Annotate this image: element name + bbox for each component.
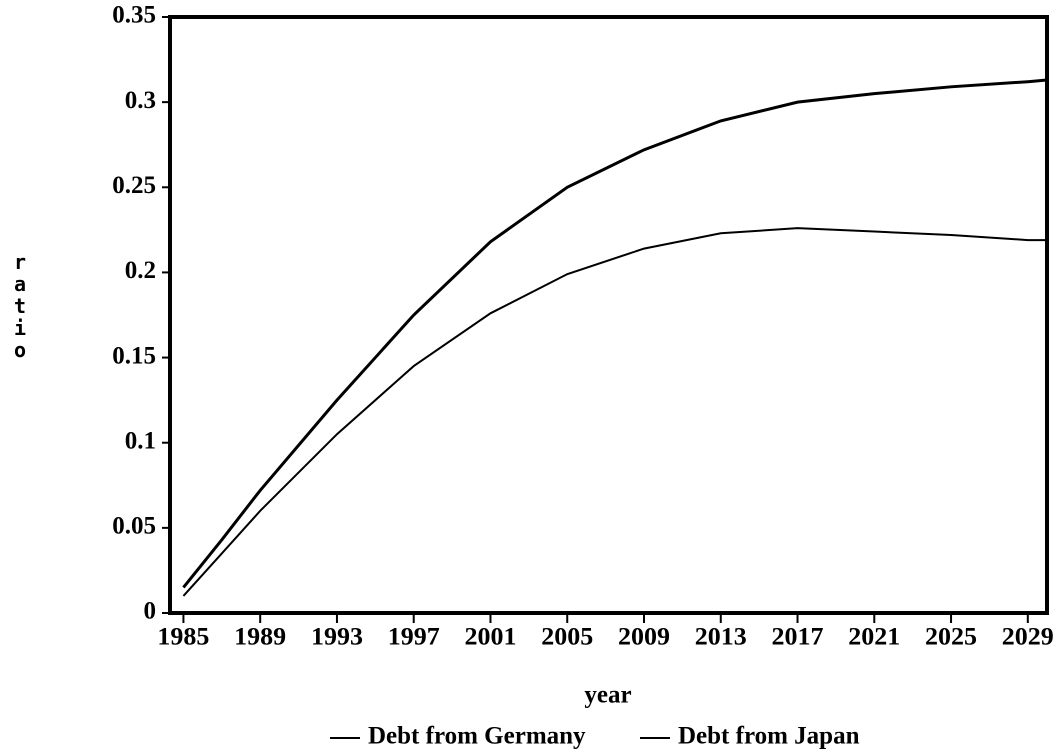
line-series — [182, 78, 1048, 589]
y-tick-label: 0.3 — [125, 87, 156, 114]
y-tick-label: 0.05 — [112, 513, 156, 540]
x-tick-label: 2009 — [618, 624, 670, 651]
x-tick-label: 2017 — [772, 624, 824, 651]
y-tick-label: 0.2 — [125, 257, 156, 284]
x-tick-label: 1985 — [157, 624, 209, 651]
y-tick-label: 0.25 — [112, 172, 156, 199]
x-axis-label: year — [584, 682, 631, 709]
y-tick-label: 0.1 — [125, 427, 156, 454]
x-tick-label: 2025 — [925, 624, 977, 651]
x-tick-label: 1993 — [311, 624, 363, 651]
y-tick-label: 0.15 — [112, 342, 156, 369]
y-tick-label: 0 — [144, 598, 157, 625]
y-tick-label: 0.35 — [112, 2, 156, 29]
x-tick-label: 1997 — [388, 624, 440, 651]
plot-frame — [168, 15, 1049, 615]
x-tick-label: 2029 — [1002, 624, 1054, 651]
y-axis-label: ratio — [8, 250, 32, 360]
x-tick-label: 2005 — [541, 624, 593, 651]
x-tick-label: 2013 — [695, 624, 747, 651]
x-tick-label: 1989 — [234, 624, 286, 651]
legend-label: Debt from Germany — [368, 723, 586, 750]
legend-label: Debt from Japan — [678, 723, 860, 750]
x-tick-label: 2001 — [464, 624, 516, 651]
x-tick-label: 2021 — [848, 624, 900, 651]
line-series — [182, 227, 1047, 597]
